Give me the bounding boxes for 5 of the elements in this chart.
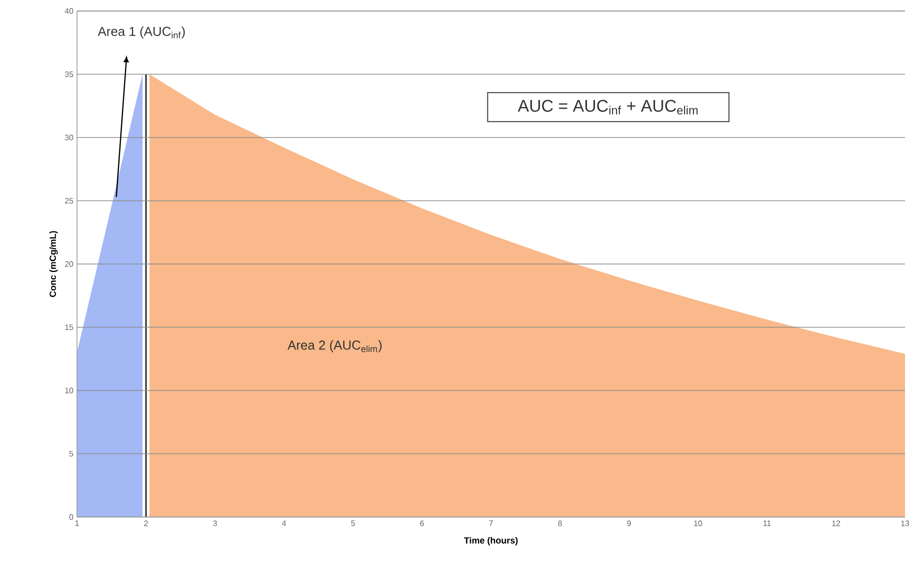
x-axis-title: Time (hours) bbox=[464, 536, 518, 546]
annotation: Area 2 (AUC$_{elim}$) bbox=[288, 340, 382, 352]
annotation: AUC = AUC$_{inf}$ + AUC$_{elim}$ bbox=[518, 100, 698, 114]
y-axis-title: Conc (mCg/mL) bbox=[49, 231, 58, 297]
annotation: Area 1 (AUC$_{inf}$) bbox=[98, 26, 185, 39]
